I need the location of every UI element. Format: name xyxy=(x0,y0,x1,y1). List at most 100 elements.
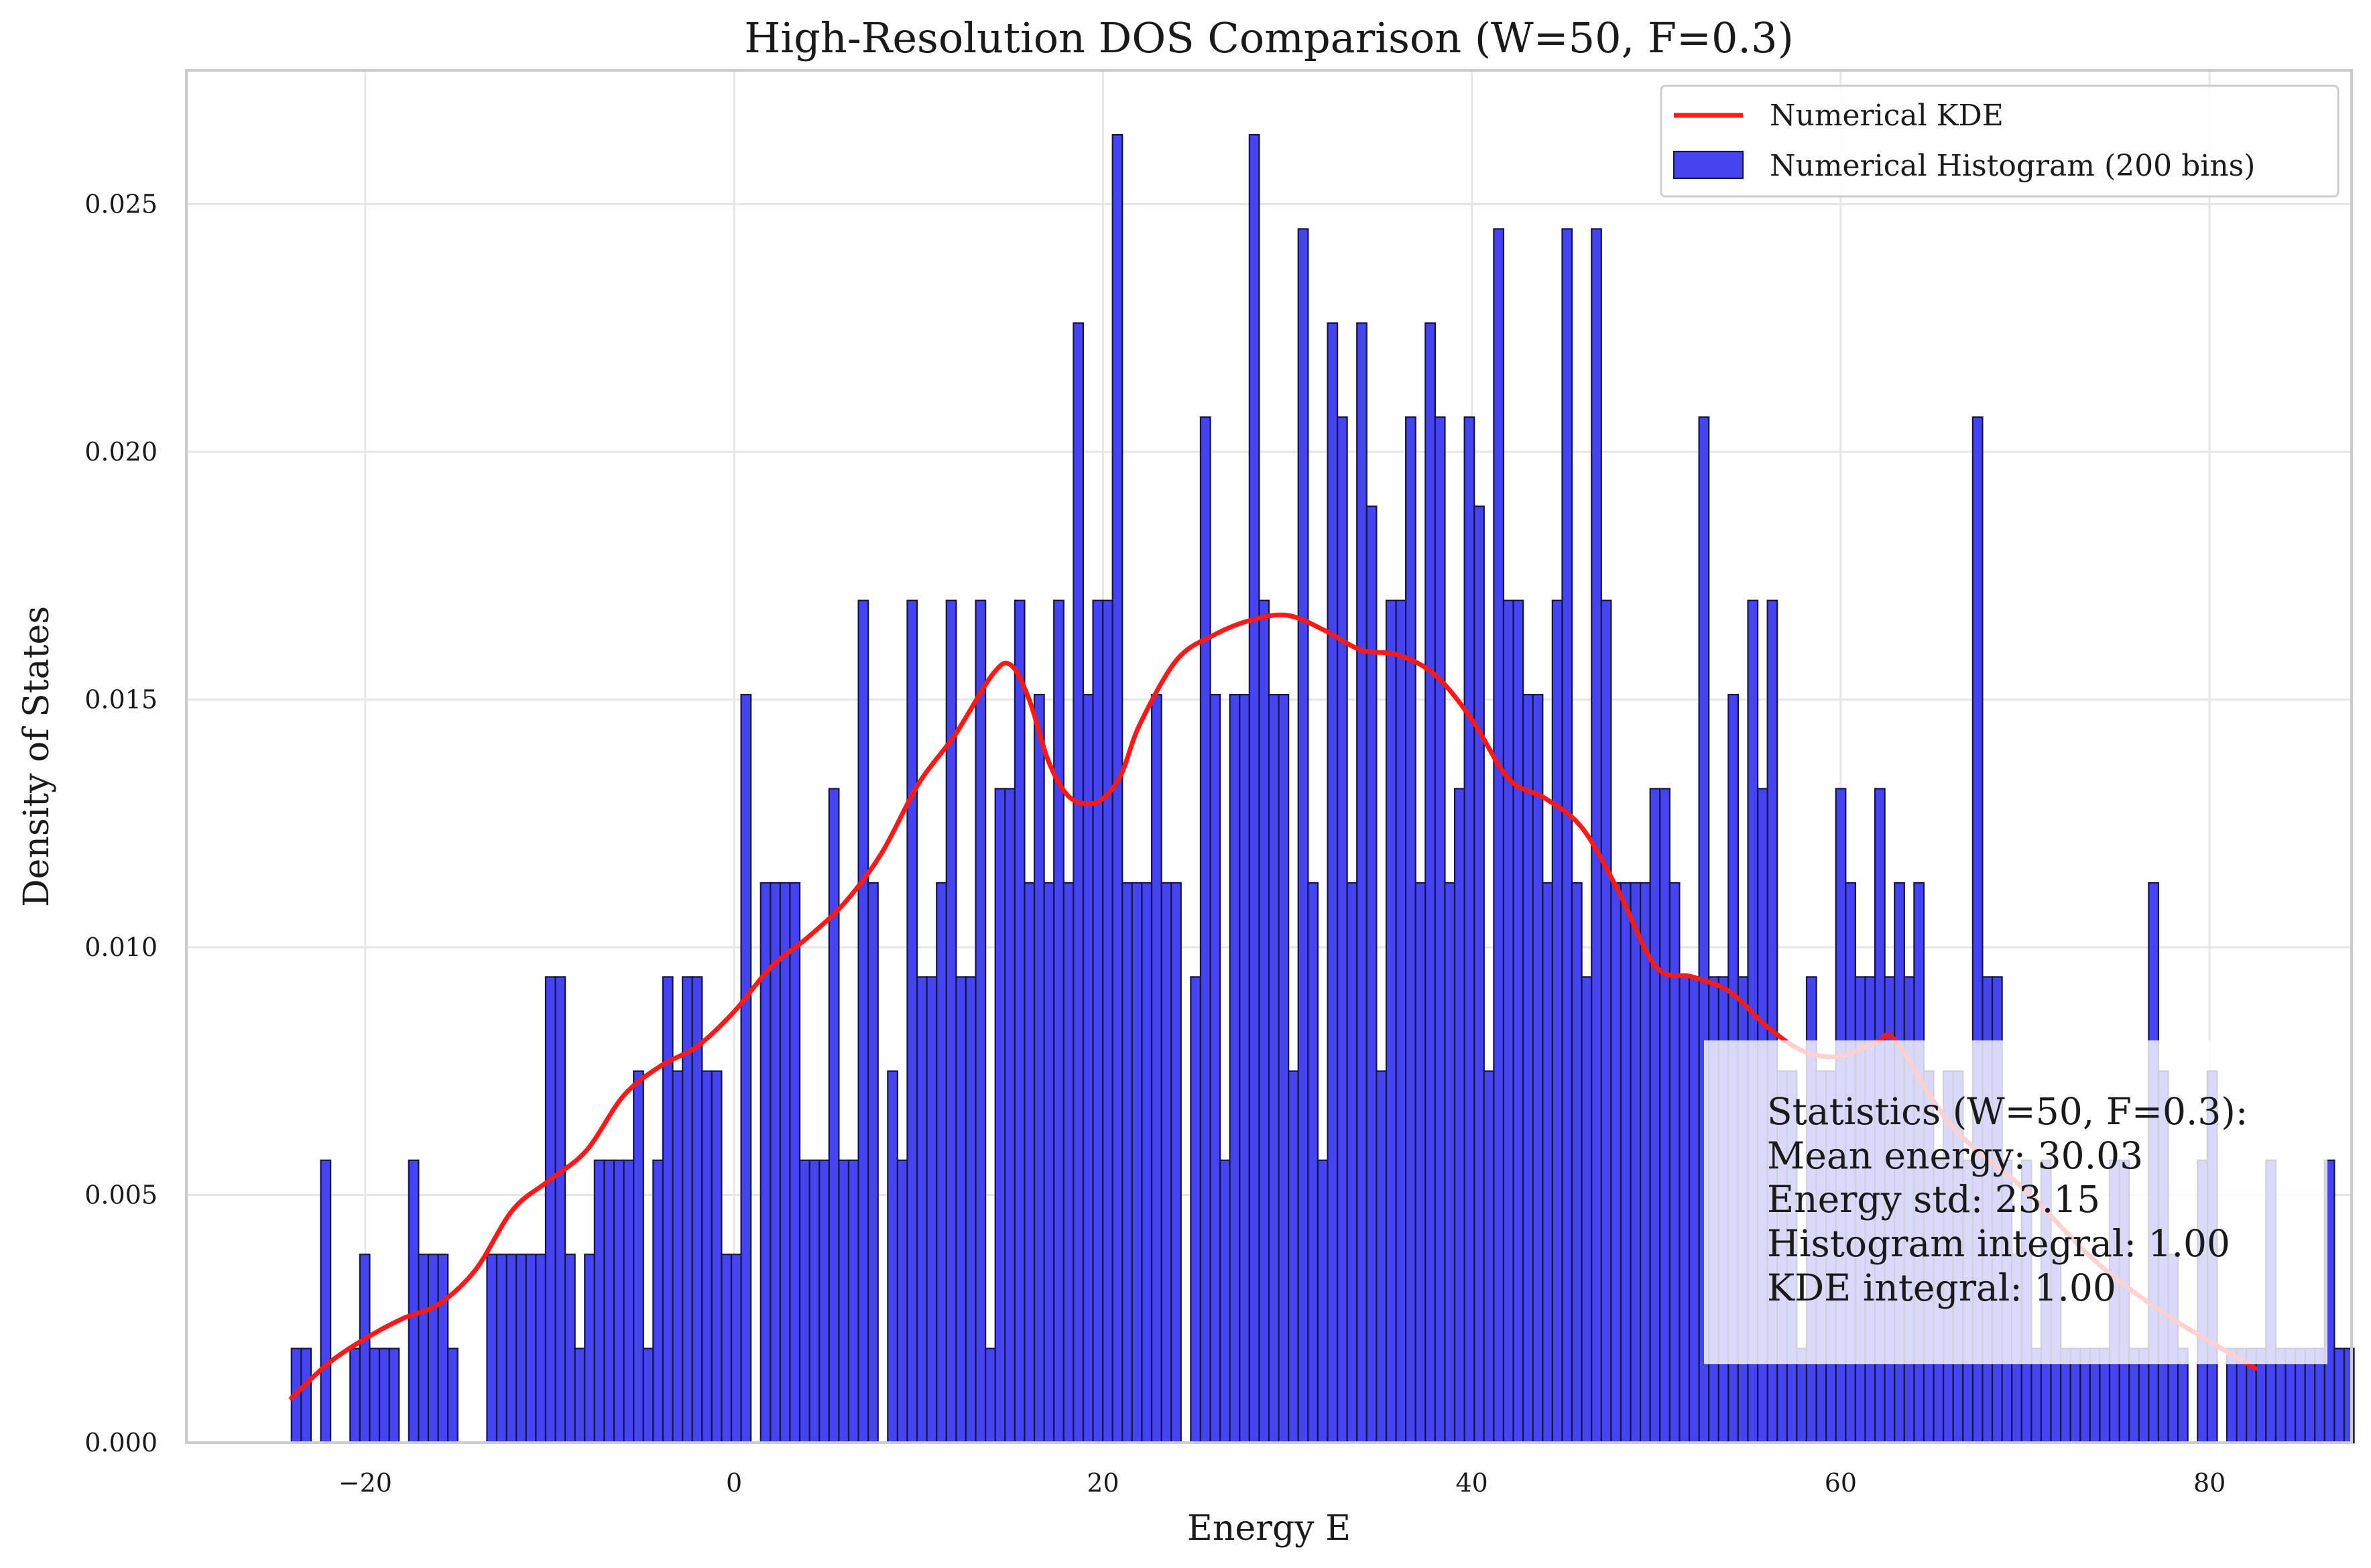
histogram-bar xyxy=(1239,694,1250,1444)
histogram-bar xyxy=(1385,599,1397,1444)
y-tick-label: 0.000 xyxy=(84,1428,158,1457)
y-tick-label: 0.020 xyxy=(84,437,158,467)
histogram-bar xyxy=(1542,882,1553,1444)
legend-hist-swatch xyxy=(1673,150,1744,180)
histogram-bar xyxy=(672,1070,684,1444)
histogram-bar xyxy=(1424,322,1436,1444)
histogram-bar xyxy=(711,1070,723,1444)
histogram-bar xyxy=(1405,416,1416,1444)
histogram-bar xyxy=(593,1159,605,1444)
histogram-bar xyxy=(1640,882,1651,1444)
histogram-bar xyxy=(623,1159,635,1444)
histogram-bar xyxy=(652,1159,664,1444)
histogram-bar xyxy=(857,599,869,1444)
histogram-bar xyxy=(1317,1159,1329,1444)
histogram-bar xyxy=(1630,882,1642,1444)
statistics-line: Statistics (W=50, F=0.3): xyxy=(1767,1090,2248,1133)
histogram-bar xyxy=(1571,882,1583,1444)
histogram-bar xyxy=(828,788,840,1444)
histogram-bar xyxy=(1062,882,1075,1444)
histogram-bar xyxy=(701,1070,713,1444)
histogram-bar xyxy=(1219,1159,1231,1444)
histogram-bar xyxy=(320,1159,332,1444)
y-tick-label: 0.010 xyxy=(84,932,158,962)
histogram-bar xyxy=(1591,228,1602,1444)
histogram-bar xyxy=(994,788,1006,1444)
histogram-bar xyxy=(369,1347,381,1444)
x-axis-title: Energy E xyxy=(1187,1508,1351,1549)
histogram-bar xyxy=(1620,882,1632,1444)
histogram-bar xyxy=(887,1070,898,1444)
histogram-bar xyxy=(1444,882,1456,1444)
histogram-bar xyxy=(1229,694,1241,1444)
histogram-bar xyxy=(985,1347,996,1444)
histogram-bar xyxy=(838,1159,850,1444)
statistics-line: KDE integral: 1.00 xyxy=(1767,1266,2116,1309)
histogram-bar xyxy=(1141,882,1153,1444)
x-tick-label: 40 xyxy=(1455,1468,1487,1498)
histogram-bar xyxy=(603,1159,615,1444)
histogram-bar xyxy=(1483,1070,1495,1444)
histogram-bar xyxy=(1502,599,1514,1444)
histogram-bar xyxy=(1190,976,1202,1444)
histogram-bar xyxy=(808,1159,820,1444)
histogram-bar xyxy=(1493,228,1505,1444)
histogram-bar xyxy=(515,1254,527,1444)
histogram-bar xyxy=(1659,788,1670,1444)
histogram-bar xyxy=(681,976,693,1444)
histogram-bar xyxy=(1004,788,1016,1444)
y-tick-label: 0.025 xyxy=(84,190,158,219)
histogram-bar xyxy=(945,599,957,1444)
histogram-bar xyxy=(486,1254,498,1444)
histogram-bar xyxy=(1082,694,1094,1444)
histogram-bar xyxy=(1102,599,1113,1444)
histogram-bar xyxy=(1288,1070,1299,1444)
histogram-bar xyxy=(1209,694,1221,1444)
histogram-bar xyxy=(505,1254,518,1444)
histogram-bar xyxy=(1581,976,1593,1444)
histogram-bar xyxy=(1668,882,1681,1444)
histogram-bar xyxy=(574,1347,586,1444)
histogram-bar xyxy=(408,1159,420,1444)
histogram-bar xyxy=(926,976,938,1444)
histogram-bar xyxy=(1561,228,1573,1444)
legend-hist-label: Numerical Histogram (200 bins) xyxy=(1770,149,2255,183)
x-tick-label: −20 xyxy=(339,1468,392,1498)
histogram-bar xyxy=(1376,1070,1388,1444)
histogram-bar xyxy=(2333,1347,2346,1444)
histogram-bar xyxy=(1365,505,1378,1444)
y-tick-label: 0.015 xyxy=(84,685,158,715)
histogram-bar xyxy=(1453,788,1465,1444)
histogram-bar xyxy=(1033,694,1045,1444)
statistics-annotation: Statistics (W=50, F=0.3): Mean energy: 3… xyxy=(1704,1040,2327,1364)
histogram-bar xyxy=(388,1347,400,1444)
statistics-box-background xyxy=(1704,1040,2327,1364)
histogram-bar xyxy=(975,599,987,1444)
histogram-bar xyxy=(554,976,566,1444)
y-axis-title: Density of States xyxy=(17,606,57,907)
histogram-bar xyxy=(1268,694,1280,1444)
histogram-bar xyxy=(1512,599,1524,1444)
histogram-bar xyxy=(1522,694,1534,1444)
x-tick-label: 80 xyxy=(2193,1468,2226,1498)
histogram-bar xyxy=(1024,882,1036,1444)
histogram-bar xyxy=(1092,599,1104,1444)
histogram-bar xyxy=(1463,416,1475,1444)
statistics-line: Energy std: 23.15 xyxy=(1767,1178,2100,1221)
histogram-bar xyxy=(613,1159,625,1444)
chart-title: High-Resolution DOS Comparison (W=50, F=… xyxy=(744,13,1794,62)
legend: Numerical KDE Numerical Histogram (200 b… xyxy=(1660,84,2339,198)
histogram-bar xyxy=(447,1347,459,1444)
legend-box xyxy=(1660,84,2339,198)
y-axis-ticks: 0.000 0.005 0.010 0.015 0.020 0.025 xyxy=(84,190,158,1457)
histogram-bar xyxy=(1131,882,1143,1444)
histogram-bar xyxy=(1414,882,1426,1444)
histogram-bar xyxy=(1170,882,1182,1444)
legend-kde-label: Numerical KDE xyxy=(1770,99,2004,133)
histogram-bar xyxy=(1073,322,1085,1444)
x-tick-label: 0 xyxy=(726,1468,742,1498)
x-axis-ticks: −20 0 20 40 60 80 xyxy=(339,1468,2226,1498)
histogram-bar xyxy=(437,1254,449,1444)
histogram-bar xyxy=(936,882,947,1444)
histogram-bar xyxy=(427,1254,439,1444)
